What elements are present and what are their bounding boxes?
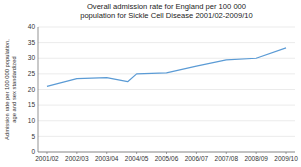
- x-tick-label: 2006/07: [185, 155, 209, 162]
- y-grid: [38, 27, 295, 152]
- grid-line: [38, 89, 295, 90]
- grid-line: [38, 120, 295, 121]
- y-tick-label: 35: [28, 39, 36, 46]
- x-tick-label: 2002/03: [65, 155, 89, 162]
- grid-line: [38, 27, 295, 28]
- title: Overall admission rate for England per 1…: [80, 2, 253, 20]
- x-tick-label: 2007/08: [215, 155, 239, 162]
- x-tick-label: 2003/04: [95, 155, 119, 162]
- grid-line: [38, 105, 295, 106]
- grid-line: [38, 136, 295, 137]
- y-tick-label: 30: [28, 54, 36, 61]
- chart-container: 05101520253035402001/022002/032003/04200…: [0, 0, 301, 167]
- plot-area: [47, 48, 286, 86]
- data-line: [47, 48, 286, 86]
- y-tick-label: 20: [28, 86, 36, 93]
- grid-line: [38, 42, 295, 43]
- y-axis-label: Admission rate per 100 000 population,ag…: [4, 39, 17, 140]
- x-tick-label: 2009/10: [274, 155, 298, 162]
- x-tick-label: 2004/05: [125, 155, 149, 162]
- x-tick-label: 2008/09: [244, 155, 268, 162]
- y-axis-line: [38, 27, 39, 152]
- x-tick-label: 2005/06: [155, 155, 179, 162]
- x-tick-label: 2001/02: [35, 155, 59, 162]
- chart: 05101520253035402001/022002/032003/04200…: [0, 0, 301, 167]
- y-tick-label: 5: [31, 133, 35, 140]
- y-tick-label: 10: [28, 117, 36, 124]
- y-tick-label: 15: [28, 101, 36, 108]
- y-tick-label: 25: [28, 70, 36, 77]
- x-axis-line: [38, 152, 295, 153]
- y-tick-label: 40: [28, 23, 36, 30]
